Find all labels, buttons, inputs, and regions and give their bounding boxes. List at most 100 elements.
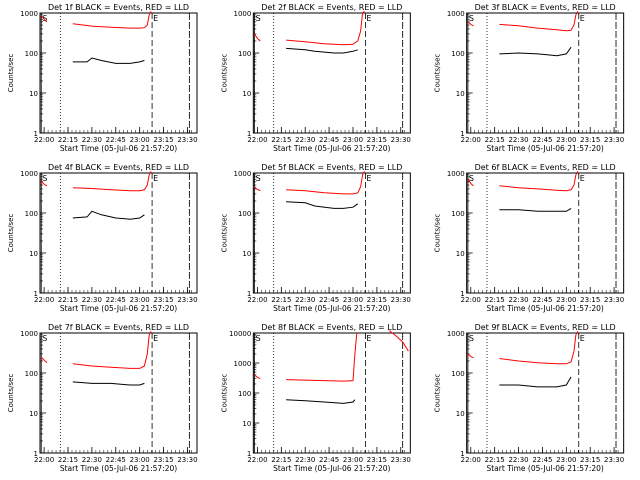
axis-frame xyxy=(39,12,198,134)
det-panel-6: Det 6f BLACK = Events, RED = LLD 1 10 100 10… xyxy=(434,163,625,313)
y-tick-label: 1000 xyxy=(20,170,38,178)
x-tick-label: 22:30 xyxy=(82,136,102,144)
y-tick-label: 1 xyxy=(34,450,38,458)
x-tick-label: 23:15 xyxy=(580,456,600,464)
x-tick-label: 22:00 xyxy=(247,456,267,464)
x-axis-label: Start Time (05-Jul-06 21:57:20) xyxy=(486,304,603,313)
axis-frame xyxy=(466,172,625,294)
start-marker-label: S xyxy=(469,174,474,183)
lld-series-line xyxy=(286,332,358,382)
x-tick-label: 23:30 xyxy=(177,136,197,144)
det-panel-1: Det 1f BLACK = Events, RED = LLD 1 10 100 10… xyxy=(7,3,198,153)
events-series-line xyxy=(499,46,572,57)
end-marker-label: E xyxy=(153,14,158,23)
x-tick-label: 22:00 xyxy=(34,136,54,144)
end-marker-label: E xyxy=(580,14,585,23)
end-marker-label: E xyxy=(153,174,158,183)
start-marker-label: S xyxy=(256,174,261,183)
lld-series-line xyxy=(254,186,261,192)
panel-title: Det 2f BLACK = Events, RED = LLD xyxy=(261,3,402,12)
x-axis-label: Start Time (05-Jul-06 21:57:20) xyxy=(60,144,177,153)
y-axis-label: Counts/sec xyxy=(7,374,15,413)
x-tick-label: 23:15 xyxy=(580,136,600,144)
lld-series-line xyxy=(286,171,365,195)
x-tick-label: 23:30 xyxy=(177,456,197,464)
x-tick-label: 22:00 xyxy=(247,296,267,304)
axis-frame xyxy=(466,12,625,134)
y-tick-label: 10 xyxy=(456,250,465,258)
x-tick-label: 22:30 xyxy=(508,456,528,464)
x-tick-label: 22:00 xyxy=(34,456,54,464)
lld-series-line xyxy=(467,178,474,187)
y-tick-label: 10 xyxy=(242,420,251,428)
y-tick-label: 10 xyxy=(29,90,38,98)
end-marker-label: E xyxy=(366,334,371,343)
lld-series-line xyxy=(286,10,365,46)
axis-frame xyxy=(39,172,198,294)
x-tick-label: 23:30 xyxy=(604,296,624,304)
y-tick-label: 1000 xyxy=(234,360,252,368)
events-series-line xyxy=(72,381,145,386)
y-tick-label: 1 xyxy=(34,290,38,298)
x-tick-label: 22:45 xyxy=(532,136,552,144)
axis-frame xyxy=(252,332,411,454)
y-tick-label: 1000 xyxy=(20,330,38,338)
y-tick-label: 1 xyxy=(34,130,38,138)
y-tick-label: 10 xyxy=(242,250,251,258)
axis-frame xyxy=(39,332,198,454)
y-tick-label: 10 xyxy=(242,90,251,98)
y-tick-label: 1 xyxy=(460,130,464,138)
x-tick-label: 22:45 xyxy=(532,296,552,304)
end-marker-label: E xyxy=(366,174,371,183)
x-tick-label: 23:00 xyxy=(343,456,363,464)
y-axis-label: Counts/sec xyxy=(434,54,442,93)
y-tick-label: 1 xyxy=(460,290,464,298)
x-tick-label: 22:45 xyxy=(319,136,339,144)
panel-title: Det 7f BLACK = Events, RED = LLD xyxy=(48,323,189,332)
lld-series-line xyxy=(467,353,474,359)
lld-series-line xyxy=(467,21,474,27)
x-tick-label: 23:30 xyxy=(391,456,411,464)
x-tick-label: 22:30 xyxy=(82,456,102,464)
events-series-line xyxy=(499,376,572,388)
y-tick-label: 1 xyxy=(247,450,251,458)
lld-series-line xyxy=(499,11,579,32)
x-tick-label: 23:15 xyxy=(367,136,387,144)
x-tick-label: 22:45 xyxy=(106,136,126,144)
x-tick-label: 22:00 xyxy=(461,456,481,464)
y-tick-label: 100 xyxy=(25,370,38,378)
start-marker-label: S xyxy=(469,334,474,343)
det-panel-7: Det 7f BLACK = Events, RED = LLD 1 10 100 10… xyxy=(7,323,198,473)
x-tick-label: 23:30 xyxy=(604,456,624,464)
y-axis-label: Counts/sec xyxy=(434,374,442,413)
axis-frame xyxy=(252,12,411,134)
panel-title: Det 4f BLACK = Events, RED = LLD xyxy=(48,163,189,172)
x-axis-label: Start Time (05-Jul-06 21:57:20) xyxy=(273,464,390,473)
x-tick-label: 22:15 xyxy=(485,456,505,464)
x-tick-label: 22:00 xyxy=(247,136,267,144)
x-axis-label: Start Time (05-Jul-06 21:57:20) xyxy=(60,304,177,313)
x-tick-label: 23:15 xyxy=(153,136,173,144)
panel-title: Det 1f BLACK = Events, RED = LLD xyxy=(48,3,189,12)
y-tick-label: 1 xyxy=(247,130,251,138)
events-series-line xyxy=(286,47,358,54)
events-series-line xyxy=(286,399,356,404)
x-tick-label: 22:15 xyxy=(58,296,78,304)
x-axis-label: Start Time (05-Jul-06 21:57:20) xyxy=(486,144,603,153)
y-tick-label: 10 xyxy=(29,410,38,418)
y-axis-label: Counts/sec xyxy=(220,54,228,93)
y-tick-label: 100 xyxy=(25,210,38,218)
y-tick-label: 100 xyxy=(238,50,251,58)
x-tick-label: 22:45 xyxy=(106,296,126,304)
x-tick-label: 23:00 xyxy=(130,296,150,304)
x-tick-label: 22:15 xyxy=(271,456,291,464)
y-tick-label: 10000 xyxy=(229,330,251,338)
panel-title: Det 5f BLACK = Events, RED = LLD xyxy=(261,163,402,172)
x-tick-label: 22:15 xyxy=(58,136,78,144)
y-tick-label: 1000 xyxy=(20,10,38,18)
det-panel-4: Det 4f BLACK = Events, RED = LLD 1 10 100 10… xyxy=(7,163,198,313)
x-tick-label: 22:45 xyxy=(532,456,552,464)
det-panel-2: Det 2f BLACK = Events, RED = LLD 1 10 100 10… xyxy=(220,3,411,153)
x-tick-label: 22:00 xyxy=(34,296,54,304)
det-panel-8: Det 8f BLACK = Events, RED = LLD 1 10 100 10… xyxy=(220,323,411,473)
